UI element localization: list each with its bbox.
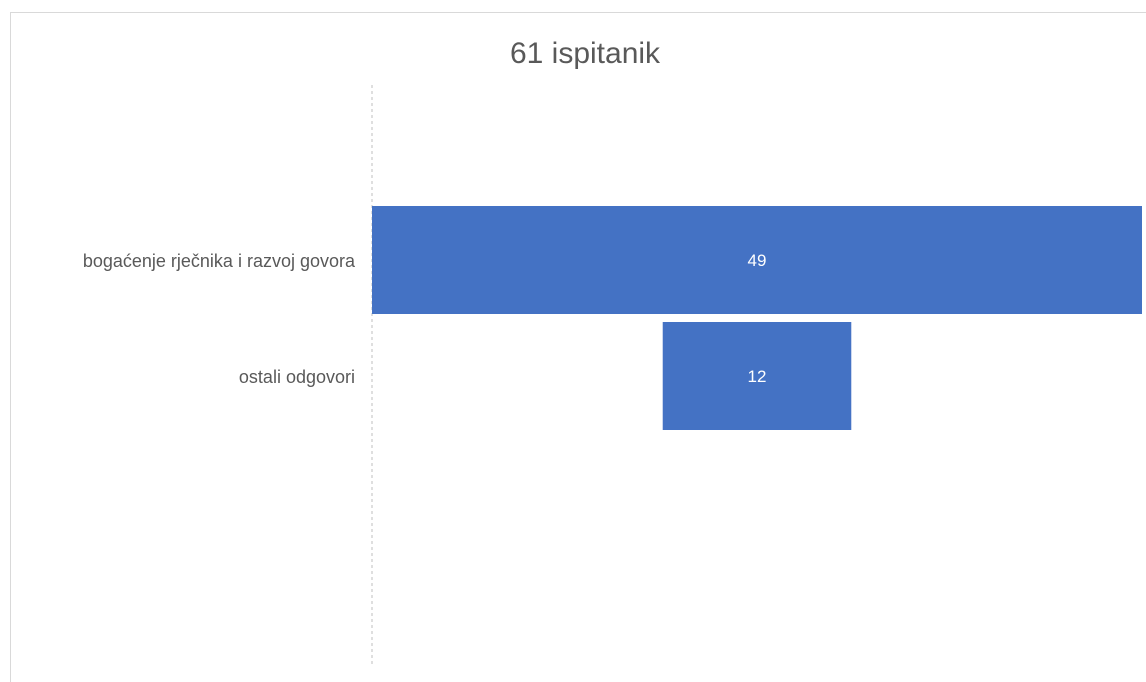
category-label-2: ostali odgovori (239, 367, 355, 387)
bar-value-label-2: 12 (748, 367, 767, 386)
bar-2 (662, 322, 852, 430)
bars-group: 49 bogaćenje rječnika i razvoj govora 12 os… (83, 206, 1142, 430)
bar-value-label-1: 49 (748, 251, 767, 270)
chart-frame (10, 12, 1146, 682)
bar-1 (372, 206, 1142, 314)
category-label-1: bogaćenje rječnika i razvoj govora (83, 251, 356, 271)
chart-title: 61 ispitanik (510, 37, 661, 70)
